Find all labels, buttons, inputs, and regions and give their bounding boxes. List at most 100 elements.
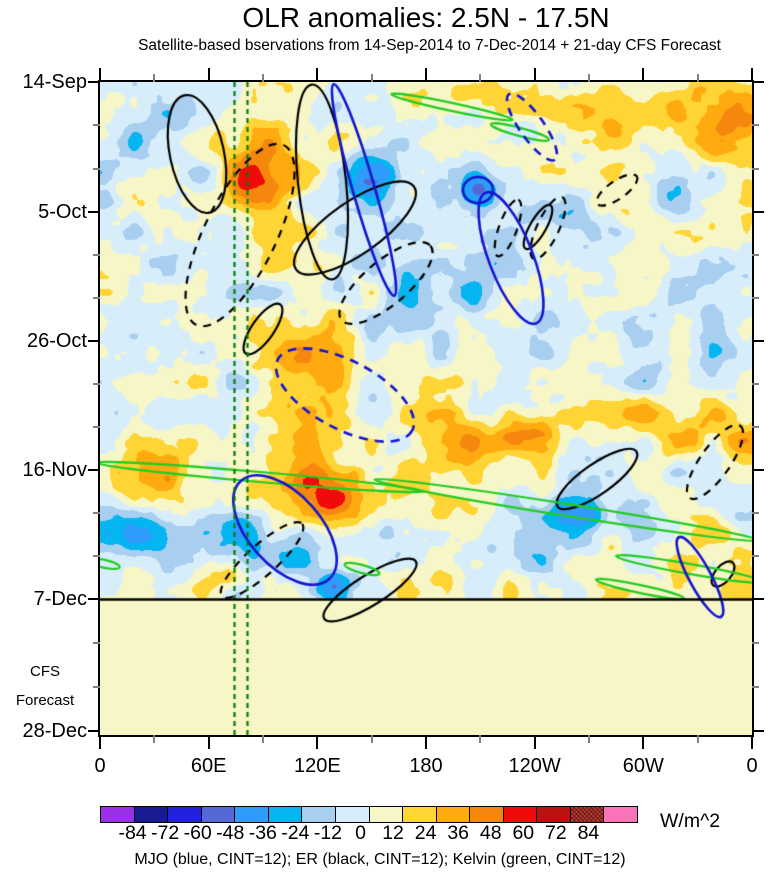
units-label: W/m^2 [660,810,721,832]
colorbar-segment [570,807,605,822]
y-tick-label: 14-Sep [22,71,88,93]
x-tick-label: 120E [293,755,341,777]
page-title: OLR anomalies: 2.5N - 17.5N [242,2,610,33]
x-major-tick-bottom [533,735,536,749]
y-minor-tick-left [93,511,100,514]
x-major-tick-bottom [316,735,319,749]
colorbar-segment [201,807,236,822]
y-minor-tick-right [752,124,759,127]
y-tick-label: 26-Oct [26,329,87,352]
y-tick-label: 16-Nov [22,459,87,481]
y-minor-tick-left [93,382,100,385]
colorbar-segment [101,807,135,822]
colorbar-tick-label: 48 [479,822,502,844]
colorbar-tick-label: 60 [512,822,535,844]
y-major-tick-left [88,597,100,600]
forecast-region-label: Forecast [15,692,75,709]
colorbar-tick-label: 72 [545,822,567,844]
colorbar-tick-label: 0 [355,822,366,844]
y-minor-tick-right [752,297,759,300]
x-major-tick-bottom [751,735,753,749]
y-minor-tick-left [93,641,100,644]
chart-subtitle: Satellite-based bservations from 14-Sep-… [138,37,721,54]
colorbar-segment [369,807,404,822]
colorbar-segment [470,807,504,822]
y-minor-tick-right [752,685,759,688]
colorbar-segment [436,807,471,822]
x-minor-tick-top [153,74,156,82]
x-major-tick-top [533,68,536,82]
y-minor-tick-right [752,555,759,558]
colorbar-tick-label: -24 [281,822,310,844]
y-major-tick-left [88,81,100,83]
y-minor-tick-right [752,254,759,257]
y-minor-tick-right [752,167,759,170]
x-major-tick-bottom [425,735,427,749]
colorbar-tick-label: 12 [382,822,404,844]
x-minor-tick-bottom [262,735,264,743]
x-minor-tick-bottom [153,735,156,743]
x-major-tick-top [316,68,319,82]
y-major-tick-right [752,211,764,213]
colorbar-tick-label: 84 [577,822,600,844]
colorbar [100,806,638,823]
x-major-tick-top [642,68,645,82]
x-minor-tick-bottom [370,735,373,743]
y-minor-tick-left [93,555,100,558]
y-major-tick-right [752,597,764,600]
y-minor-tick-left [93,685,100,688]
x-minor-tick-top [479,74,482,82]
colorbar-tick-label: 24 [414,822,437,844]
y-major-tick-left [88,339,100,342]
y-minor-tick-right [752,425,759,428]
forecast-region-label: CFS [30,663,60,680]
y-minor-tick-left [93,124,100,127]
y-minor-tick-right [752,382,759,385]
legend-caption: MJO (blue, CINT=12); ER (black, CINT=12)… [134,851,626,868]
y-minor-tick-left [93,297,100,300]
x-major-tick-bottom [207,735,210,749]
y-major-tick-right [752,81,764,83]
y-tick-label: 28-Dec [22,720,87,743]
colorbar-tick-label: -84 [118,822,147,844]
x-tick-label: 0 [94,755,106,777]
colorbar-segment [168,807,202,822]
colorbar-segment [537,807,571,822]
colorbar-tick-label: 36 [447,822,470,844]
colorbar-segment [268,807,303,822]
x-major-tick-top [207,68,210,82]
y-minor-tick-left [93,425,100,428]
colorbar-segment [604,807,637,822]
x-major-tick-bottom [642,735,645,749]
x-tick-label: 60E [190,755,227,777]
x-minor-tick-top [588,74,590,82]
y-minor-tick-left [93,167,100,170]
x-minor-tick-bottom [588,735,590,743]
colorbar-tick-label: -60 [183,822,212,844]
y-major-tick-right [752,339,764,342]
colorbar-segment [302,807,336,822]
colorbar-segment [134,807,169,822]
x-minor-tick-top [696,74,699,82]
x-major-tick-top [99,68,101,82]
x-tick-label: 120W [508,755,561,777]
colorbar-segment [503,807,538,822]
y-major-tick-left [88,730,100,733]
colorbar-tick-label: -72 [151,822,180,844]
colorbar-tick-label: -36 [248,822,277,844]
plot-frame [98,80,754,737]
x-major-tick-bottom [99,735,101,749]
colorbar-segment [403,807,437,822]
x-major-tick-top [751,68,753,82]
x-minor-tick-top [370,74,373,82]
y-tick-label: 5-Oct [38,201,87,223]
y-major-tick-left [88,211,100,213]
y-minor-tick-left [93,254,100,257]
x-minor-tick-bottom [696,735,699,743]
y-major-tick-left [88,469,100,471]
x-major-tick-top [425,68,427,82]
y-tick-label: 7-Dec [33,587,87,610]
colorbar-tick-label: -48 [216,822,245,844]
colorbar-segment [235,807,269,822]
